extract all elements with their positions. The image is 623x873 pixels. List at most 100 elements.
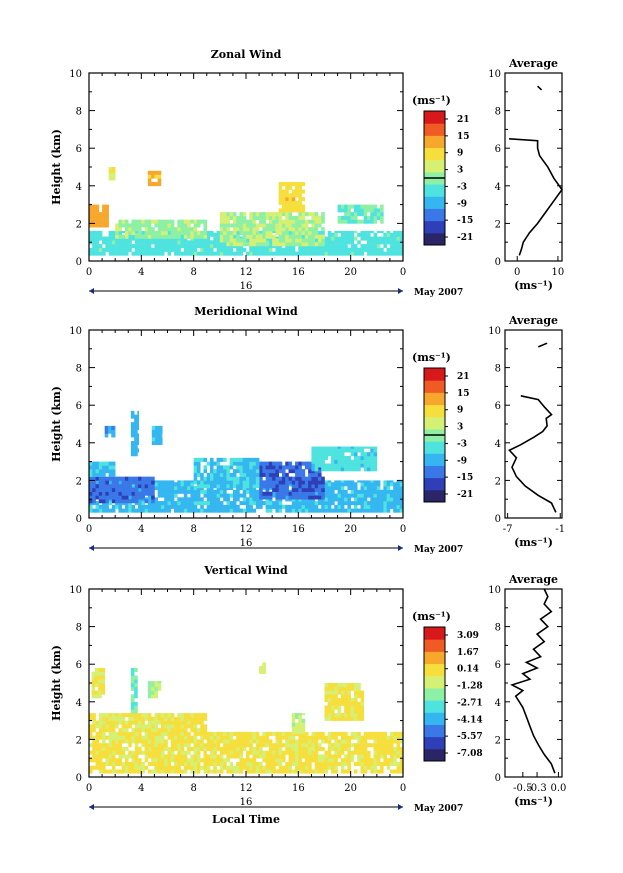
heatmap-cell [396, 769, 401, 774]
heatmap-cell [370, 208, 374, 213]
heatmap-cell [111, 713, 116, 718]
heatmap-cell [98, 746, 103, 751]
heatmap-cell [347, 705, 351, 710]
heatmap-cell [347, 240, 351, 245]
heatmap-cell [370, 765, 374, 770]
heatmap-cell [98, 716, 103, 721]
heatmap-cell [246, 750, 250, 755]
heatmap-cell [95, 724, 100, 729]
heatmap-cell [239, 469, 244, 474]
heatmap-cell [128, 720, 132, 725]
heatmap-cell [92, 735, 96, 740]
heatmap-cell [311, 234, 315, 239]
heatmap-cell [357, 758, 361, 763]
heatmap-cell [131, 508, 136, 513]
heatmap-cell [111, 724, 116, 729]
heatmap-cell [124, 227, 129, 232]
heatmap-cell [291, 189, 296, 194]
heatmap-cell [92, 223, 96, 228]
heatmap-cell [105, 743, 109, 748]
heatmap-cell [124, 754, 129, 759]
heatmap-cell [252, 230, 257, 235]
heatmap-cell [177, 230, 181, 235]
heatmap-cell [311, 455, 315, 461]
heatmap-cell [389, 240, 394, 245]
heatmap-cell [167, 713, 172, 718]
heatmap-cell [134, 230, 139, 234]
heatmap-cell [167, 765, 172, 770]
heatmap-cell [259, 465, 263, 470]
heatmap-cell [285, 761, 289, 767]
heatmap-cell [89, 728, 93, 733]
heatmap-cell [232, 251, 237, 256]
heatmap-cell [226, 508, 230, 513]
heatmap-cell [167, 735, 172, 740]
heatmap-cell [187, 480, 191, 483]
heatmap-cell [259, 215, 263, 220]
heatmap-cell [373, 251, 378, 256]
heatmap-cell [314, 242, 319, 247]
heatmap-cell [128, 504, 132, 509]
heatmap-cell [396, 232, 401, 237]
heatmap-cell [288, 491, 293, 496]
avg-y-tick-label: 8 [495, 107, 501, 118]
heatmap-cell [154, 731, 158, 736]
heatmap-cell [347, 758, 351, 763]
heatmap-cell [160, 758, 165, 763]
y-axis-label: Height (km) [50, 129, 63, 205]
heatmap-cell [324, 486, 329, 491]
heatmap-cell [399, 247, 404, 252]
heatmap-cell [105, 212, 109, 217]
heatmap-cell [229, 739, 234, 744]
heatmap-cell [259, 754, 263, 759]
heatmap-cell [376, 230, 381, 234]
heatmap-cell [167, 504, 172, 509]
heatmap-cell [219, 247, 224, 252]
heatmap-cell [180, 227, 185, 232]
heatmap-cell [344, 215, 348, 220]
heatmap-cell [102, 724, 106, 729]
heatmap-cell [344, 686, 348, 691]
y-tick-label: 0 [76, 514, 82, 525]
heatmap-cell [183, 765, 188, 770]
heatmap-cell [157, 182, 162, 187]
heatmap-cell [239, 765, 244, 770]
heatmap-cell [308, 746, 312, 751]
heatmap-cell [327, 508, 332, 513]
heatmap-cell [380, 504, 384, 509]
heatmap-cell [124, 746, 129, 751]
heatmap-cell [196, 489, 201, 494]
heatmap-cell [281, 465, 286, 470]
heatmap-cell [170, 497, 175, 502]
heatmap-cell [124, 765, 129, 770]
heatmap-cell [187, 731, 191, 736]
heatmap-cell [167, 501, 172, 506]
heatmap-cell [124, 724, 129, 729]
heatmap-cell [268, 765, 273, 770]
heatmap-cell [101, 690, 105, 695]
heatmap-cell [151, 240, 155, 245]
heatmap-cell [154, 713, 158, 718]
heatmap-cell [95, 484, 100, 489]
heatmap-cell [105, 215, 109, 220]
heatmap-cell [295, 714, 299, 720]
heatmap-cell [134, 690, 138, 695]
heatmap-cell [151, 425, 156, 430]
colorbar-segment [424, 700, 445, 713]
heatmap-cell [219, 227, 224, 232]
heatmap-cell [344, 713, 348, 718]
heatmap-cell [193, 716, 198, 721]
heatmap-cell [265, 480, 270, 485]
heatmap-cell [216, 476, 221, 481]
heatmap-cell [160, 482, 165, 487]
heatmap-cell [92, 232, 96, 237]
heatmap-cell [252, 476, 257, 481]
y-tick-label: 10 [69, 69, 82, 80]
heatmap-cell [376, 497, 381, 502]
heatmap-cell [393, 493, 397, 498]
heatmap-cell [259, 491, 263, 496]
heatmap-cell [203, 508, 208, 513]
heatmap-cell [376, 761, 381, 767]
heatmap-cell [311, 212, 315, 217]
heatmap-cell [223, 750, 227, 755]
